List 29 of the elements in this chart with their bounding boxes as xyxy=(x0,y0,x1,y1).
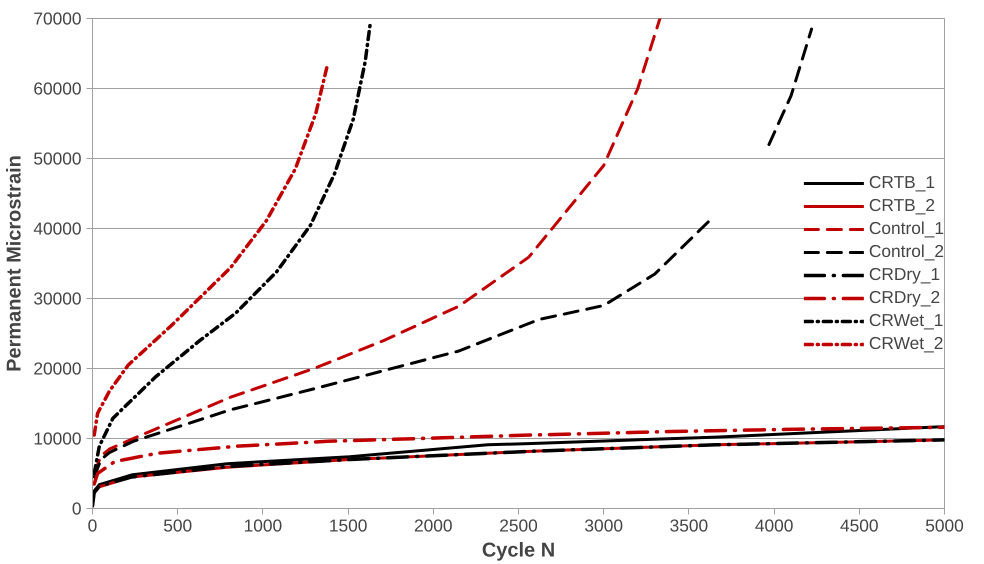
x-tick-label: 3000 xyxy=(584,516,623,536)
y-tick-label: 0 xyxy=(72,498,82,518)
x-tick-label: 4000 xyxy=(754,516,794,536)
x-tick-label: 0 xyxy=(88,516,98,536)
legend-label: Control_1 xyxy=(868,218,944,239)
legend-label: CRWet_2 xyxy=(868,333,944,354)
x-tick-label: 1000 xyxy=(244,516,282,536)
y-tick-label: 30000 xyxy=(33,288,82,308)
y-tick-label: 10000 xyxy=(33,428,82,448)
x-tick-label: 4500 xyxy=(840,516,879,536)
x-tick-label: 3500 xyxy=(670,516,708,536)
y-tick-label: 60000 xyxy=(33,78,82,98)
x-axis-title: Cycle N xyxy=(482,540,556,562)
legend-label: CRDry_2 xyxy=(868,287,940,308)
x-tick-label: 2500 xyxy=(499,516,538,536)
legend-label: CRTB_2 xyxy=(868,195,935,216)
y-tick-label: 20000 xyxy=(33,358,82,378)
x-tick-label: 1500 xyxy=(328,516,368,536)
x-tick-label: 5000 xyxy=(925,516,964,536)
y-axis-title: Permanent Microstrain xyxy=(3,155,26,372)
y-tick-label: 40000 xyxy=(33,218,82,238)
legend-label: CRWet_1 xyxy=(868,310,944,331)
y-tick-label: 70000 xyxy=(33,8,82,28)
legend-label: Control_2 xyxy=(868,241,944,262)
x-tick-label: 2000 xyxy=(414,516,453,536)
x-tick-label: 500 xyxy=(163,516,192,536)
legend-label: CRDry_1 xyxy=(868,264,940,285)
legend-label: CRTB_1 xyxy=(868,172,935,193)
y-tick-label: 50000 xyxy=(33,148,82,168)
